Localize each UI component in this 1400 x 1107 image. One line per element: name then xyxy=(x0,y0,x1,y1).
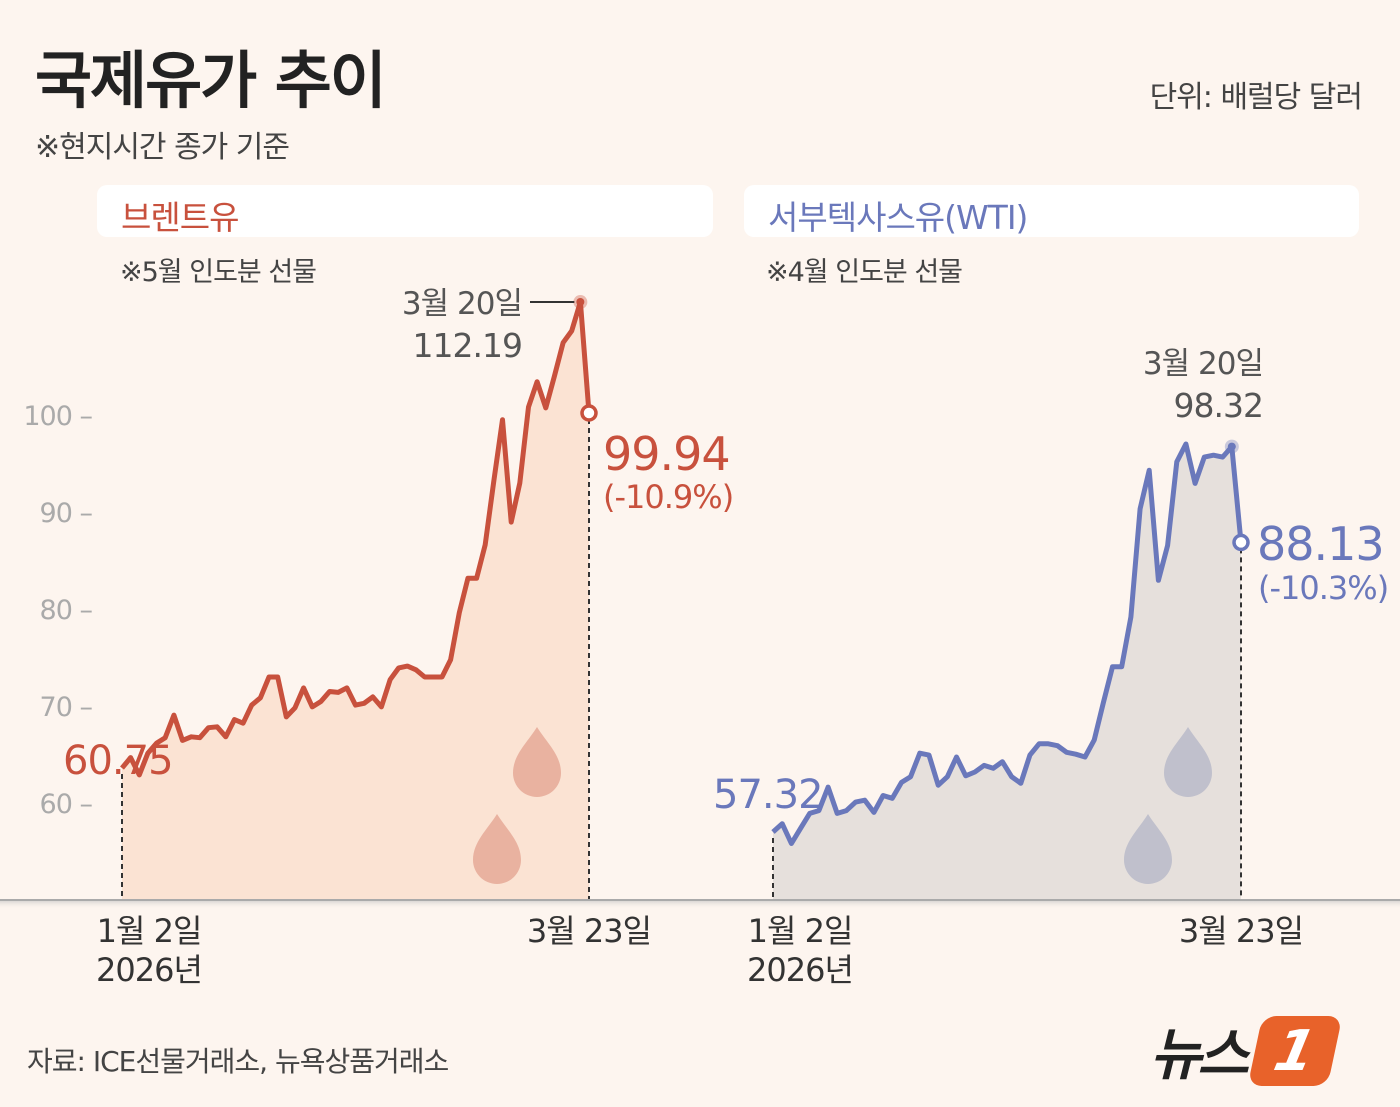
y-tick-label: 100 – xyxy=(23,401,92,432)
wti-title-box: 서부텍사스유(WTI) xyxy=(744,185,1359,237)
brent-peak-date: 3월 20일 xyxy=(402,286,522,322)
brent-end-change: (-10.9%) xyxy=(603,478,733,516)
brent-x-label-start: 1월 2일 xyxy=(97,912,202,950)
wti-peak-value: 98.32 xyxy=(1174,386,1263,425)
wti-note: ※4월 인도분 선물 xyxy=(766,257,963,288)
y-tick-label: 80 – xyxy=(40,595,93,626)
brent-x-label-end: 3월 23일 xyxy=(527,912,651,950)
y-tick-label: 90 – xyxy=(40,498,93,529)
source-text: 자료: ICE선물거래소, 뉴욕상품거래소 xyxy=(27,1045,449,1078)
wti-line xyxy=(771,441,1244,846)
oil-drop-icon xyxy=(513,727,561,797)
news1-logo: 뉴스 1 xyxy=(1150,1010,1343,1091)
wti-peak-dot xyxy=(1227,442,1236,451)
unit-label: 단위: 배럴당 달러 xyxy=(1149,80,1363,115)
brent-end-value: 99.94 xyxy=(603,427,730,481)
brent-end-marker xyxy=(580,404,598,422)
oil-drop-icon xyxy=(1124,814,1172,884)
y-tick-label: 70 – xyxy=(40,692,93,723)
wti-x-label-year: 2026년 xyxy=(747,951,853,989)
oil-drop-icon xyxy=(1164,727,1212,797)
brent-peak-dot xyxy=(576,298,585,307)
wti-end-marker xyxy=(1232,533,1250,552)
baseline-shadow xyxy=(0,899,1400,909)
logo-badge: 1 xyxy=(1247,1015,1343,1086)
brent-title: 브렌트유 xyxy=(121,198,239,237)
brent-note: ※5월 인도분 선물 xyxy=(120,257,317,288)
subtitle: ※현지시간 종가 기준 xyxy=(35,130,290,165)
wti-area xyxy=(773,444,1241,900)
logo-text: 뉴스 xyxy=(1150,1023,1249,1088)
oil-drop-icon xyxy=(473,814,521,884)
y-tick-label: 60 – xyxy=(40,789,93,820)
wti-end-value: 88.13 xyxy=(1257,517,1384,571)
page-title: 국제유가 추이 xyxy=(35,44,387,117)
wti-x-label-start: 1월 2일 xyxy=(748,912,853,950)
wti-end-change: (-10.3%) xyxy=(1258,569,1388,607)
wti-peak-date: 3월 20일 xyxy=(1143,346,1263,382)
wti-x-label-end: 3월 23일 xyxy=(1179,912,1303,950)
brent-x-label-year: 2026년 xyxy=(96,951,202,989)
brent-start-value: 60.75 xyxy=(63,738,173,784)
wti-title: 서부텍사스유(WTI) xyxy=(768,198,1028,237)
wti-start-value: 57.32 xyxy=(713,772,823,818)
brent-area xyxy=(122,302,589,900)
brent-title-box: 브렌트유 xyxy=(97,185,713,237)
brent-peak-value: 112.19 xyxy=(413,326,522,365)
